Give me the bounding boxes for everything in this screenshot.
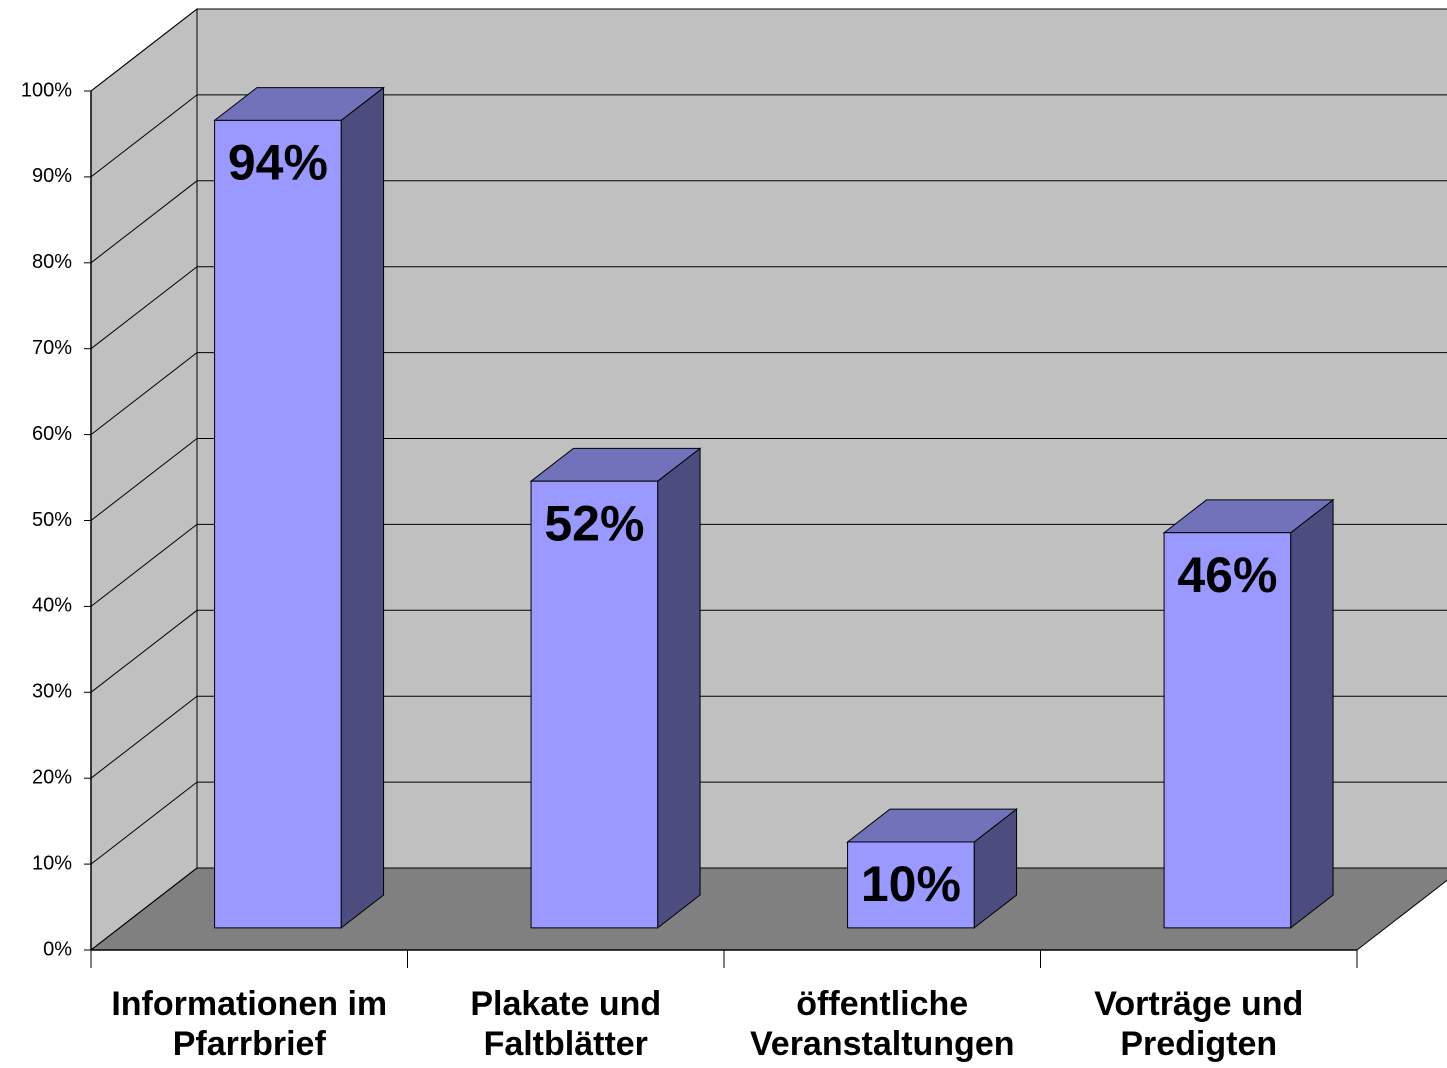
value-label: 10% [861, 856, 961, 912]
grid-line [90, 609, 1447, 693]
grid-line [90, 180, 1447, 264]
y-tick-label: 20% [32, 766, 72, 788]
y-tick-label: 70% [32, 337, 72, 359]
grid-line [90, 266, 1447, 350]
y-tick-label: 30% [32, 681, 72, 703]
y-tick-label: 10% [32, 852, 72, 874]
value-label: 94% [228, 135, 328, 191]
grid-line [90, 352, 1447, 435]
y-tick-label: 80% [32, 251, 72, 273]
grid-line [90, 94, 1447, 178]
y-tick-label: 90% [32, 165, 72, 187]
grid-line [90, 781, 1447, 865]
grid-line [90, 438, 1447, 521]
bar [1163, 532, 1292, 929]
y-tick-label: 0% [43, 938, 72, 960]
y-tick-label: 60% [32, 423, 72, 445]
grid-line [90, 867, 1447, 951]
bar [214, 119, 342, 929]
bar-side [657, 447, 701, 929]
x-tick-label: öffentliche Veranstaltungen [749, 985, 1015, 1063]
grid-line [90, 695, 1447, 779]
bar-side [340, 86, 385, 929]
grid-line [90, 523, 1447, 607]
bar-side [1290, 498, 1334, 929]
bar [847, 841, 975, 929]
y-tick-label: 50% [32, 509, 72, 531]
y-tick-label: 40% [32, 595, 72, 617]
bar [530, 480, 659, 929]
value-label: 46% [1177, 547, 1277, 603]
x-tick-label: Informationen im Pfarrbrief [111, 985, 388, 1063]
value-label: 52% [544, 495, 644, 551]
y-tick-label: 100% [21, 79, 72, 101]
x-tick-label: Plakate und Faltblätter [470, 985, 662, 1063]
x-tick-label: Vorträge und Predigten [1094, 985, 1304, 1063]
grid-line [90, 8, 1447, 92]
